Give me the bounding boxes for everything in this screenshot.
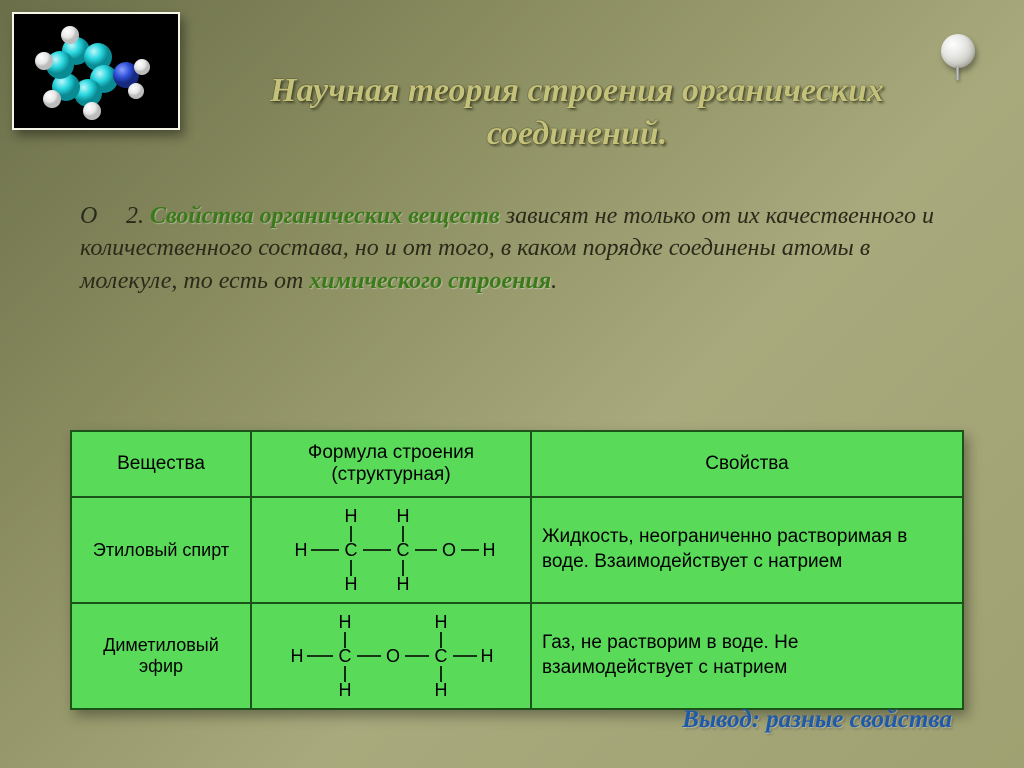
substance-name: Этиловый спирт xyxy=(71,497,251,603)
structural-formula-dme: H HCH O HCH H xyxy=(251,603,531,709)
svg-text:O: O xyxy=(442,540,456,560)
svg-text:C: C xyxy=(435,646,448,666)
molecule-icon xyxy=(26,21,166,121)
comparison-table: Вещества Формула строения (структурная) … xyxy=(70,430,964,710)
svg-text:H: H xyxy=(397,574,410,594)
svg-text:H: H xyxy=(295,540,308,560)
structural-formula-ethanol: H HCH HCH O H xyxy=(251,497,531,603)
table-row: Этиловый спирт H HCH HCH O H xyxy=(71,497,963,603)
svg-text:H: H xyxy=(435,680,448,700)
table-header-row: Вещества Формула строения (структурная) … xyxy=(71,431,963,497)
slide-body: O 2. Свойства органических веществ завис… xyxy=(80,200,964,297)
body-text-end: . xyxy=(551,268,557,294)
svg-text:H: H xyxy=(483,540,496,560)
col-header-substance: Вещества xyxy=(71,431,251,497)
table-row: Диметиловый эфир H HCH O HCH H xyxy=(71,603,963,709)
thumbtack-decoration xyxy=(934,32,982,80)
substance-properties: Газ, не растворим в воде. Не взаимодейст… xyxy=(531,603,963,709)
dme-formula-icon: H HCH O HCH H xyxy=(271,608,511,704)
svg-text:H: H xyxy=(435,612,448,632)
svg-text:H: H xyxy=(345,506,358,526)
svg-text:H: H xyxy=(339,680,352,700)
substance-properties: Жидкость, неограниченно растворимая в во… xyxy=(531,497,963,603)
conclusion-text: Вывод: разные свойства xyxy=(682,706,952,734)
col-header-formula: Формула строения (структурная) xyxy=(251,431,531,497)
svg-text:H: H xyxy=(481,646,494,666)
bullet-leader: O xyxy=(80,200,120,232)
bullet-number: 2. xyxy=(126,203,144,229)
svg-text:C: C xyxy=(397,540,410,560)
svg-text:C: C xyxy=(345,540,358,560)
highlight-phrase-2: химического строения xyxy=(309,268,551,294)
slide-title: Научная теория строения органических сое… xyxy=(200,70,954,155)
svg-text:H: H xyxy=(339,612,352,632)
molecule-thumbnail xyxy=(12,12,180,130)
svg-text:H: H xyxy=(345,574,358,594)
highlight-phrase-1: Свойства органических веществ xyxy=(150,203,500,229)
substance-name: Диметиловый эфир xyxy=(71,603,251,709)
svg-text:O: O xyxy=(386,646,400,666)
col-header-properties: Свойства xyxy=(531,431,963,497)
svg-text:H: H xyxy=(397,506,410,526)
ethanol-formula-icon: H HCH HCH O H xyxy=(271,502,511,598)
svg-text:C: C xyxy=(339,646,352,666)
svg-text:H: H xyxy=(291,646,304,666)
